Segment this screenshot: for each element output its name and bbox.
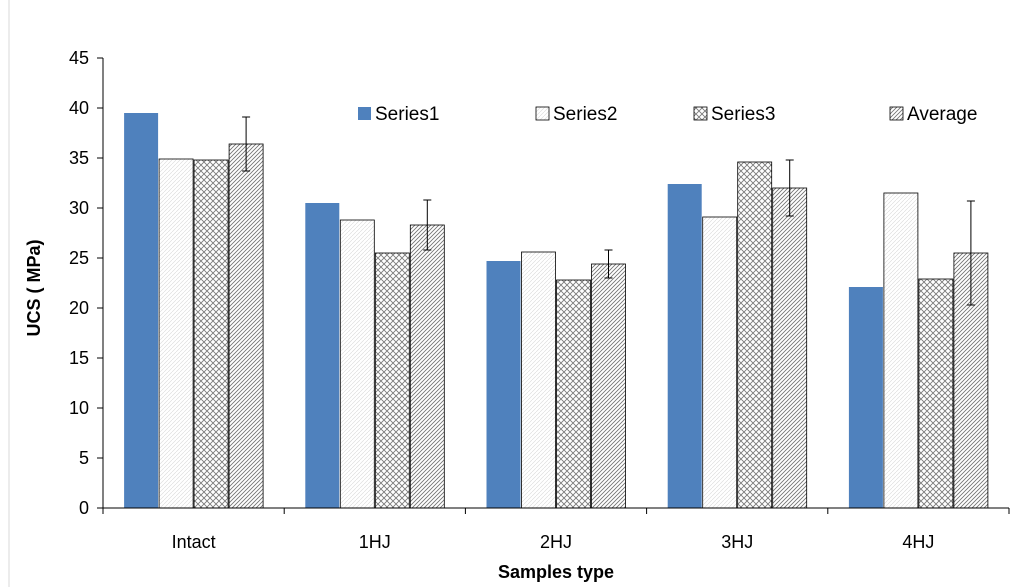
y-tick-label: 30 bbox=[69, 198, 89, 218]
legend-label-average: Average bbox=[907, 104, 977, 125]
bar-series2-2hj bbox=[521, 251, 556, 509]
bar-average-2hj bbox=[591, 263, 626, 509]
bar-series1-2hj bbox=[486, 261, 521, 508]
bar-average-intact bbox=[228, 143, 264, 509]
y-tick-label: 15 bbox=[69, 348, 89, 368]
bar-series1-intact bbox=[124, 113, 159, 508]
error-bar-4hj bbox=[966, 200, 975, 306]
bar-series3-2hj bbox=[556, 279, 591, 509]
x-tick-label: 4HJ bbox=[902, 532, 934, 552]
legend-label-series3: Series3 bbox=[711, 104, 775, 125]
legend-swatch-series1 bbox=[358, 107, 371, 120]
y-tick-label: 20 bbox=[69, 298, 89, 318]
error-bar-intact bbox=[242, 116, 251, 172]
bar-series3-1hj bbox=[374, 252, 410, 509]
legend-label-series1: Series1 bbox=[375, 104, 439, 125]
error-bars-layer bbox=[242, 116, 975, 306]
bar-series1-3hj bbox=[667, 184, 702, 508]
y-tick-label: 5 bbox=[79, 448, 89, 468]
legend-swatch-series2 bbox=[535, 106, 550, 121]
x-tick-label: 3HJ bbox=[721, 532, 753, 552]
error-bar-2hj bbox=[604, 249, 613, 279]
legend-swatch-average bbox=[889, 106, 904, 121]
x-axis-title: Samples type bbox=[498, 562, 614, 582]
bar-series3-3hj bbox=[737, 161, 773, 509]
y-tick-label: 10 bbox=[69, 398, 89, 418]
bar-series1-4hj bbox=[848, 287, 883, 508]
bar-average-3hj bbox=[772, 187, 808, 509]
y-tick-label: 35 bbox=[69, 148, 89, 168]
legend: Series1 Series2 Series3 Average bbox=[358, 104, 977, 125]
y-tick-label: 45 bbox=[69, 48, 89, 68]
y-tick-label: 0 bbox=[79, 498, 89, 518]
bar-series2-3hj bbox=[702, 216, 738, 509]
x-axis-ticks: Intact 1HJ 2HJ 3HJ 4HJ bbox=[102, 508, 1010, 552]
bar-average-1hj bbox=[409, 224, 445, 509]
bar-series3-intact bbox=[193, 159, 229, 509]
error-bar-3hj bbox=[785, 159, 794, 217]
bar-series2-4hj bbox=[883, 192, 919, 509]
x-tick-label: 2HJ bbox=[540, 532, 572, 552]
y-tick-label: 40 bbox=[69, 98, 89, 118]
y-axis-title: UCS ( MPa) bbox=[24, 239, 44, 336]
error-bar-1hj bbox=[423, 199, 432, 251]
legend-label-series2: Series2 bbox=[553, 104, 617, 125]
legend-swatch-series3 bbox=[693, 106, 708, 121]
bars-layer bbox=[124, 113, 989, 509]
y-tick-label: 25 bbox=[69, 248, 89, 268]
y-axis-ticks: 0 5 10 15 20 25 30 35 40 45 bbox=[69, 48, 103, 518]
bar-series2-intact bbox=[158, 158, 194, 509]
x-tick-label: 1HJ bbox=[359, 532, 391, 552]
bar-series2-1hj bbox=[339, 219, 375, 509]
bar-series1-1hj bbox=[305, 203, 340, 508]
bar-series3-4hj bbox=[918, 278, 954, 509]
x-tick-label: Intact bbox=[172, 532, 216, 552]
